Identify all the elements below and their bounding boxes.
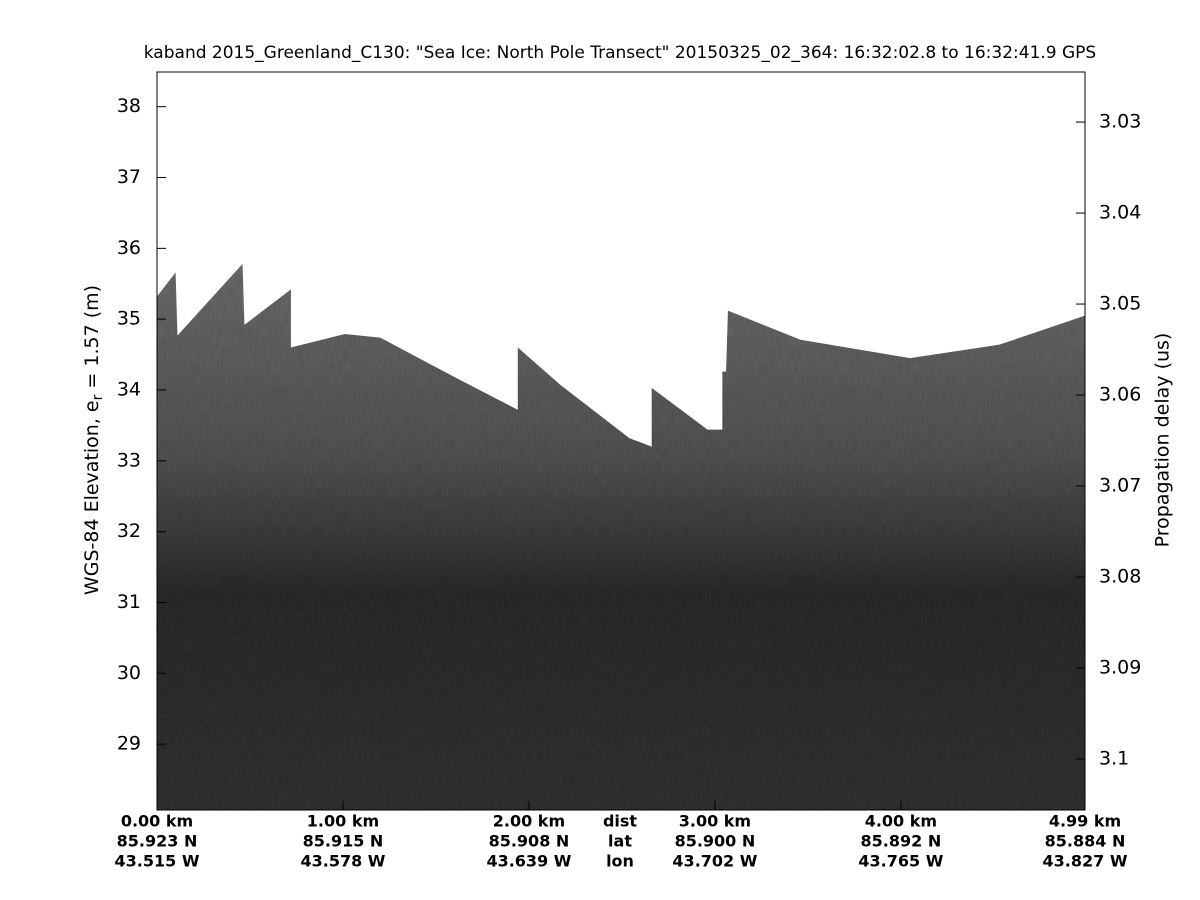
- y2-tick-label: 3.07: [1099, 475, 1141, 497]
- y-tick-label: 34: [117, 379, 141, 401]
- y2-tick-label: 3.05: [1099, 293, 1141, 315]
- y-label-text: = 1.57 (m): [81, 285, 103, 395]
- x-tick-label: 0.00 km: [121, 812, 193, 831]
- x-row-name: lon: [606, 852, 634, 871]
- x-tick-label: 3.00 km: [679, 812, 751, 831]
- x-row-name: lat: [608, 832, 632, 851]
- plot-frame: [156, 71, 1086, 811]
- x-tick-label: 2.00 km: [493, 812, 565, 831]
- y2-tick-label: 3.08: [1099, 566, 1141, 588]
- x-tick-label: 4.99 km: [1049, 812, 1121, 831]
- lat-label: 85.908 N: [489, 832, 570, 851]
- y-tick-label: 30: [117, 662, 141, 684]
- lat-label: 85.915 N: [303, 832, 384, 851]
- y2-tick-label: 3.04: [1099, 202, 1141, 224]
- y-tick-label: 37: [117, 166, 141, 188]
- y-tick-label: 29: [117, 733, 141, 755]
- chart-title: kaband 2015_Greenland_C130: "Sea Ice: No…: [144, 43, 1096, 63]
- lon-label: 43.639 W: [486, 852, 571, 871]
- y2-tick-label: 3.1: [1099, 748, 1129, 770]
- y2-tick-label: 3.03: [1099, 111, 1141, 133]
- echogram-image: [157, 263, 1085, 810]
- lon-label: 43.515 W: [115, 852, 200, 871]
- lon-label: 43.578 W: [300, 852, 385, 871]
- y-tick-label: 36: [117, 237, 141, 259]
- lat-label: 85.892 N: [861, 832, 942, 851]
- lon-label: 43.765 W: [858, 852, 943, 871]
- y2-axis-label: Propagation delay (us): [1152, 333, 1174, 548]
- x-tick-label: 4.00 km: [865, 812, 937, 831]
- y-tick-label: 32: [117, 520, 141, 542]
- y2-tick-label: 3.06: [1099, 384, 1141, 406]
- y-tick-label: 33: [117, 449, 141, 471]
- y-tick-label: 38: [117, 95, 141, 117]
- lon-label: 43.827 W: [1043, 852, 1128, 871]
- lat-label: 85.900 N: [675, 832, 756, 851]
- lon-label: 43.702 W: [672, 852, 757, 871]
- lat-label: 85.884 N: [1045, 832, 1126, 851]
- x-tick-label: 1.00 km: [307, 812, 379, 831]
- y-axis-label: WGS-84 Elevation, er = 1.57 (m): [81, 285, 107, 595]
- y2-tick-label: 3.09: [1099, 657, 1141, 679]
- y-tick-label: 35: [117, 308, 141, 330]
- y-tick-label: 31: [117, 591, 141, 613]
- y-label-text: WGS-84 Elevation, e: [81, 400, 103, 595]
- x-row-name: dist: [603, 812, 637, 831]
- y-label-sub: r: [90, 394, 106, 400]
- lat-label: 85.923 N: [117, 832, 198, 851]
